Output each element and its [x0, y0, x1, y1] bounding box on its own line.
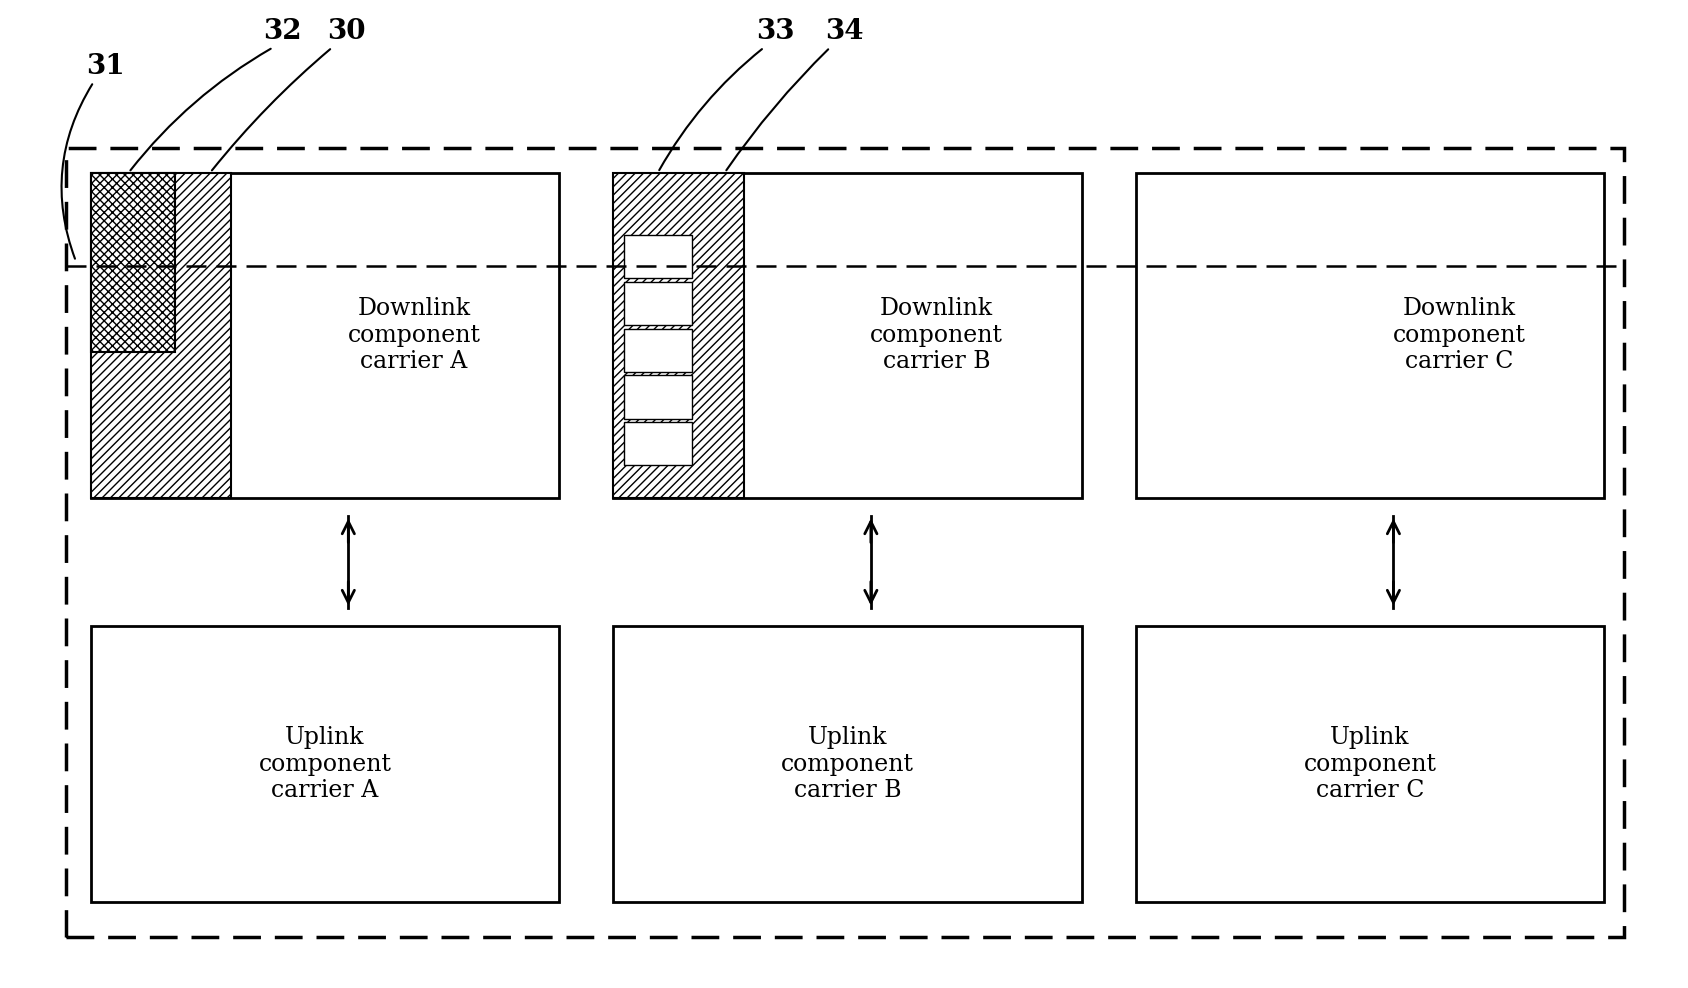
Text: Uplink
component
carrier C: Uplink component carrier C: [1303, 726, 1436, 802]
Text: Downlink
component
carrier A: Downlink component carrier A: [348, 297, 481, 373]
Text: Uplink
component
carrier A: Uplink component carrier A: [258, 726, 392, 802]
Bar: [613, 173, 744, 498]
Bar: [613, 173, 1082, 498]
Text: 33: 33: [756, 19, 795, 45]
Bar: [1136, 626, 1604, 902]
Text: 30: 30: [327, 19, 366, 45]
Bar: [625, 375, 692, 419]
Bar: [625, 282, 692, 325]
Text: Downlink
component
carrier C: Downlink component carrier C: [1393, 297, 1526, 373]
Bar: [91, 626, 559, 902]
Text: Downlink
component
carrier B: Downlink component carrier B: [869, 297, 1003, 373]
Bar: [91, 173, 559, 498]
Bar: [91, 173, 231, 498]
Bar: [625, 235, 692, 278]
Bar: [1136, 173, 1604, 498]
Bar: [625, 422, 692, 465]
Bar: [625, 329, 692, 371]
Text: 32: 32: [263, 19, 302, 45]
Bar: [66, 148, 1624, 937]
Text: 31: 31: [86, 53, 125, 80]
Bar: [613, 626, 1082, 902]
Text: 34: 34: [825, 19, 864, 45]
Text: Uplink
component
carrier B: Uplink component carrier B: [782, 726, 913, 802]
Bar: [91, 173, 176, 352]
